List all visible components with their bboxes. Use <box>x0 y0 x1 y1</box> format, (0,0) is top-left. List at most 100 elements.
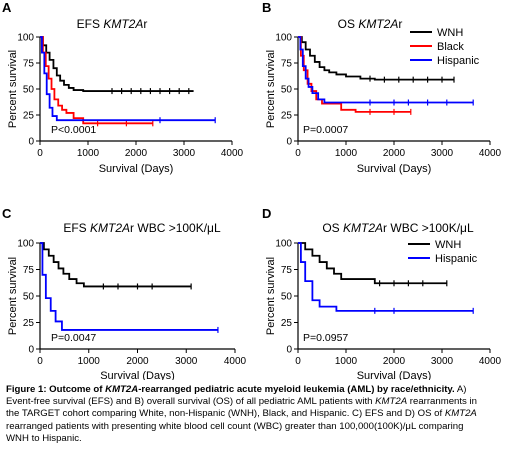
y-tick-label: 100 <box>17 33 34 44</box>
legend-label: Hispanic <box>437 55 480 67</box>
y-tick-label: 50 <box>23 292 35 303</box>
x-tick-label: 0 <box>295 148 301 159</box>
p-value-annotation: P<0.0001 <box>51 124 96 136</box>
p-value-annotation: P=0.0957 <box>303 332 348 344</box>
series-line-wnh <box>40 242 192 288</box>
x-tick-label: 3000 <box>431 356 454 367</box>
x-tick-label: 4000 <box>479 148 502 159</box>
x-tick-label: 1000 <box>335 356 358 367</box>
title-part: EFS <box>77 17 104 31</box>
x-tick-label: 0 <box>37 148 43 159</box>
y-axis-label: Percent survival <box>7 257 19 335</box>
x-axis-label: Survival (Days) <box>357 370 432 380</box>
series-line-wnh <box>298 242 447 285</box>
legend-label: WNH <box>435 239 461 251</box>
title-part: r <box>398 17 402 31</box>
x-tick-label: 0 <box>295 356 301 367</box>
series-line-hispanic <box>40 36 216 122</box>
title-part: KMT2A <box>358 17 398 31</box>
x-tick-label: 1000 <box>78 356 101 367</box>
y-tick-label: 50 <box>281 85 293 96</box>
y-axis-label: Percent survival <box>7 50 19 128</box>
caption-line: the TARGET cohort comparing White, non-H… <box>6 408 516 420</box>
series-line-wnh <box>40 36 194 92</box>
x-tick-label: 4000 <box>224 356 247 367</box>
y-tick-label: 50 <box>281 292 293 303</box>
x-tick-label: 2000 <box>383 356 406 367</box>
series-line-hispanic <box>298 242 474 312</box>
x-axis-label: Survival (Days) <box>100 370 175 380</box>
caption-line: Event-free survival (EFS) and B) overall… <box>6 396 516 408</box>
title-part: r WBC >100K/μL <box>383 221 474 235</box>
panel-letter: B <box>262 0 271 15</box>
y-tick-label: 75 <box>281 265 293 276</box>
y-tick-label: 0 <box>286 137 292 148</box>
chart-title: EFS KMT2Ar WBC >100K/μL <box>63 221 221 235</box>
y-tick-label: 100 <box>275 239 292 250</box>
caption-segment: the TARGET cohort comparing White, non-H… <box>6 408 445 420</box>
y-tick-label: 25 <box>281 111 293 122</box>
y-tick-label: 100 <box>275 33 292 44</box>
caption-segment: KMT2A <box>444 408 477 420</box>
caption-segment: rearranged patients with presenting whit… <box>6 420 464 432</box>
y-tick-label: 25 <box>23 111 35 122</box>
y-tick-label: 75 <box>23 265 35 276</box>
p-value-annotation: P=0.0007 <box>303 124 348 136</box>
x-tick-label: 3000 <box>175 356 198 367</box>
title-part: KMT2A <box>103 17 143 31</box>
title-part: OS <box>338 17 359 31</box>
x-tick-label: 1000 <box>335 148 358 159</box>
caption-segment: rearranments in <box>407 396 477 408</box>
y-tick-label: 0 <box>286 345 292 356</box>
x-tick-label: 3000 <box>173 148 196 159</box>
x-tick-label: 4000 <box>221 148 244 159</box>
title-part: r <box>143 17 147 31</box>
caption-segment: KMT2A <box>375 396 408 408</box>
title-part: KMT2A <box>343 221 383 235</box>
caption-segment: WNH to Hispanic. <box>6 432 82 444</box>
legend-label: Hispanic <box>435 253 478 265</box>
p-value-annotation: P=0.0047 <box>51 332 96 344</box>
chart-title: OS KMT2Ar <box>338 17 403 31</box>
caption-line: Figure 1: Outcome of KMT2A-rearranged pe… <box>6 384 516 396</box>
caption-segment: Figure 1: Outcome of <box>6 384 106 395</box>
caption-segment: Event-free survival (EFS) and B) overall… <box>6 396 376 408</box>
y-axis-label: Percent survival <box>265 257 277 335</box>
y-axis-label: Percent survival <box>265 50 277 128</box>
x-axis-label: Survival (Days) <box>99 163 174 175</box>
caption-line: rearranged patients with presenting whit… <box>6 421 516 433</box>
title-part: r WBC >100K/μL <box>130 221 221 235</box>
chart-title: OS KMT2Ar WBC >100K/μL <box>322 221 474 235</box>
y-tick-label: 75 <box>23 59 35 70</box>
legend-label: WNH <box>437 27 463 39</box>
series-line-hispanic <box>298 36 474 104</box>
figure-caption: Figure 1: Outcome of KMT2A-rearranged pe… <box>6 384 516 445</box>
y-tick-label: 75 <box>281 59 293 70</box>
x-tick-label: 2000 <box>125 148 148 159</box>
y-tick-label: 100 <box>17 239 34 250</box>
title-part: KMT2A <box>90 221 130 235</box>
y-tick-label: 50 <box>23 85 35 96</box>
y-tick-label: 0 <box>28 137 34 148</box>
x-axis-label: Survival (Days) <box>357 163 432 175</box>
title-part: EFS <box>63 221 90 235</box>
caption-segment: A) <box>454 384 467 395</box>
x-tick-label: 2000 <box>383 148 406 159</box>
x-tick-label: 4000 <box>479 356 502 367</box>
y-tick-label: 25 <box>23 318 35 329</box>
chart-title: EFS KMT2Ar <box>77 17 148 31</box>
caption-line: WNH to Hispanic. <box>6 433 516 445</box>
caption-segment: KMT2A <box>105 384 139 395</box>
panel-letter: C <box>2 206 12 221</box>
x-tick-label: 1000 <box>77 148 100 159</box>
panel-letter: A <box>2 0 12 15</box>
title-part: OS <box>322 221 343 235</box>
x-tick-label: 0 <box>37 356 43 367</box>
x-tick-label: 2000 <box>126 356 149 367</box>
series-line-hispanic <box>40 242 218 331</box>
y-tick-label: 0 <box>28 345 34 356</box>
